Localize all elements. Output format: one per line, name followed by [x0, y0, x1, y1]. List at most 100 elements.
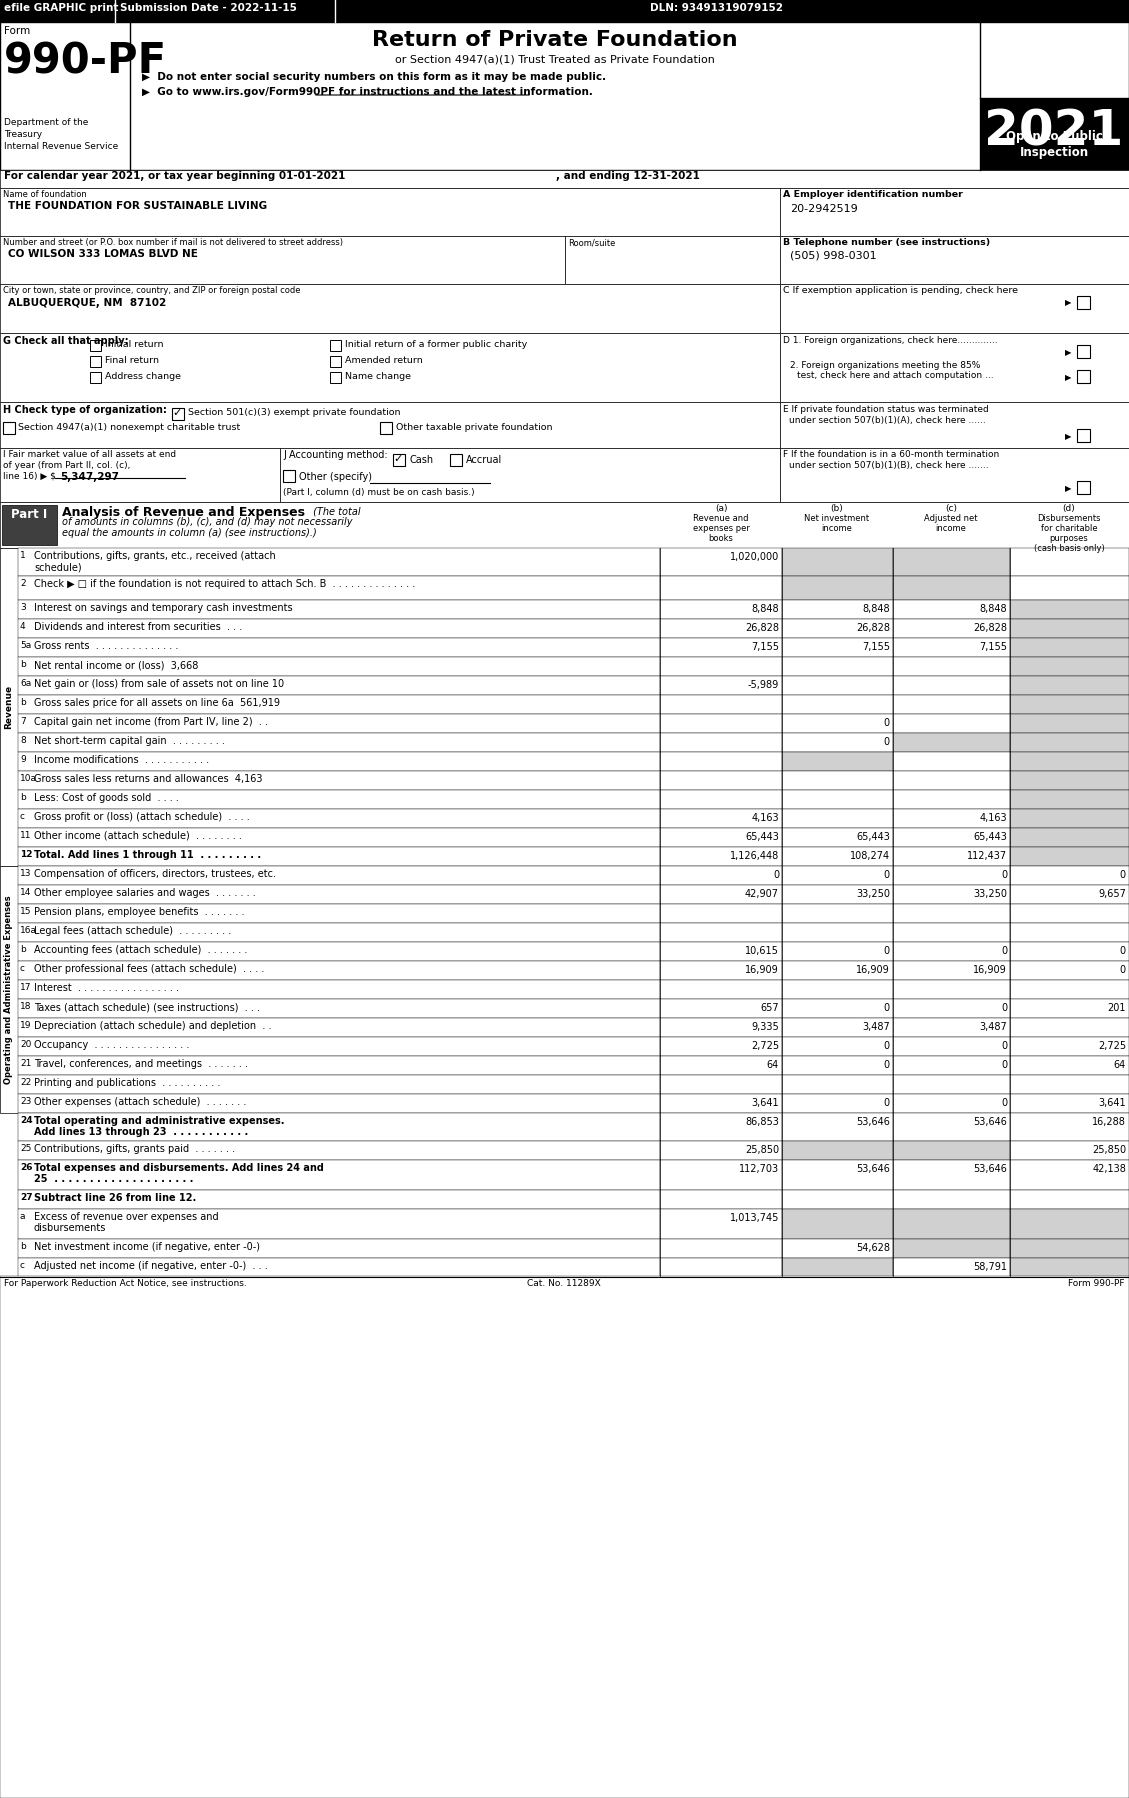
Bar: [782, 885, 893, 904]
Bar: [782, 1190, 893, 1208]
Text: Printing and publications  . . . . . . . . . .: Printing and publications . . . . . . . …: [34, 1079, 220, 1088]
Text: efile GRAPHIC print: efile GRAPHIC print: [5, 4, 119, 13]
Bar: [0, 284, 780, 333]
Bar: [0, 403, 780, 448]
Text: B Telephone number (see instructions): B Telephone number (see instructions): [784, 237, 990, 246]
Text: 9,335: 9,335: [751, 1021, 779, 1032]
Bar: [1010, 867, 1129, 885]
Bar: [893, 960, 1010, 980]
Text: 0: 0: [884, 1061, 890, 1070]
Bar: [393, 455, 405, 466]
Text: 33,250: 33,250: [973, 888, 1007, 899]
Bar: [0, 867, 18, 1113]
Text: Gross profit or (loss) (attach schedule)  . . . .: Gross profit or (loss) (attach schedule)…: [34, 813, 250, 822]
Text: 65,443: 65,443: [973, 832, 1007, 841]
Bar: [660, 904, 782, 922]
Text: Accounting fees (attach schedule)  . . . . . . .: Accounting fees (attach schedule) . . . …: [34, 946, 247, 955]
Text: ▶  Go to www.irs.gov/Form990PF for instructions and the latest information.: ▶ Go to www.irs.gov/Form990PF for instru…: [142, 86, 593, 97]
Text: 58,791: 58,791: [973, 1262, 1007, 1271]
Bar: [660, 696, 782, 714]
Bar: [660, 619, 782, 638]
Bar: [660, 1113, 782, 1142]
Text: 26: 26: [20, 1163, 33, 1172]
Bar: [1077, 297, 1089, 309]
Bar: [18, 696, 660, 714]
Bar: [893, 829, 1010, 847]
Bar: [18, 1055, 660, 1075]
Text: 16,909: 16,909: [745, 966, 779, 975]
Text: 201: 201: [1108, 1003, 1126, 1012]
Text: Address change: Address change: [105, 372, 181, 381]
Bar: [893, 548, 1010, 575]
Bar: [782, 904, 893, 922]
Bar: [1010, 1113, 1129, 1142]
Text: (a): (a): [715, 503, 727, 512]
Bar: [782, 619, 893, 638]
Bar: [782, 1239, 893, 1259]
Text: line 16) ▶ $: line 16) ▶ $: [3, 473, 55, 482]
Bar: [782, 1055, 893, 1075]
Bar: [18, 752, 660, 771]
Bar: [18, 1239, 660, 1259]
Bar: [18, 771, 660, 789]
Bar: [1010, 714, 1129, 734]
Bar: [18, 1142, 660, 1160]
Text: Revenue and
expenses per
books: Revenue and expenses per books: [692, 514, 750, 543]
Bar: [893, 696, 1010, 714]
Bar: [18, 676, 660, 696]
Bar: [1010, 1142, 1129, 1160]
Text: 4,163: 4,163: [979, 813, 1007, 823]
Bar: [782, 1142, 893, 1160]
Bar: [18, 867, 660, 885]
Text: 0: 0: [1001, 1061, 1007, 1070]
Bar: [1010, 1239, 1129, 1259]
Bar: [782, 1075, 893, 1093]
Text: Subtract line 26 from line 12.: Subtract line 26 from line 12.: [34, 1194, 196, 1203]
Bar: [1010, 922, 1129, 942]
Text: ▶: ▶: [1065, 349, 1071, 358]
Text: 16,288: 16,288: [1092, 1117, 1126, 1127]
Bar: [780, 403, 1129, 448]
Bar: [780, 448, 1129, 502]
Text: D 1. Foreign organizations, check here..............: D 1. Foreign organizations, check here..…: [784, 336, 998, 345]
Bar: [1010, 1075, 1129, 1093]
Bar: [660, 1075, 782, 1093]
Bar: [18, 829, 660, 847]
Text: 2. Foreign organizations meeting the 85%: 2. Foreign organizations meeting the 85%: [790, 361, 980, 370]
Text: 7: 7: [20, 717, 26, 726]
Text: Interest on savings and temporary cash investments: Interest on savings and temporary cash i…: [34, 602, 292, 613]
Text: Legal fees (attach schedule)  . . . . . . . . .: Legal fees (attach schedule) . . . . . .…: [34, 926, 231, 937]
Text: 10a: 10a: [20, 773, 37, 782]
Text: 3,487: 3,487: [979, 1021, 1007, 1032]
Bar: [782, 575, 893, 601]
Bar: [564, 236, 780, 284]
Text: C If exemption application is pending, check here: C If exemption application is pending, c…: [784, 286, 1018, 295]
Bar: [18, 548, 660, 575]
Bar: [660, 1160, 782, 1190]
Text: c: c: [20, 964, 25, 973]
Bar: [1010, 676, 1129, 696]
Text: H Check type of organization:: H Check type of organization:: [3, 405, 167, 415]
Text: Excess of revenue over expenses and
disbursements: Excess of revenue over expenses and disb…: [34, 1212, 219, 1233]
Text: ▶: ▶: [1065, 372, 1071, 381]
Bar: [660, 980, 782, 1000]
Text: (c): (c): [945, 503, 957, 512]
Bar: [660, 1055, 782, 1075]
Bar: [660, 548, 782, 575]
Text: Number and street (or P.O. box number if mail is not delivered to street address: Number and street (or P.O. box number if…: [3, 237, 343, 246]
Text: 86,853: 86,853: [745, 1117, 779, 1127]
Text: Treasury: Treasury: [5, 129, 42, 138]
Bar: [1010, 1190, 1129, 1208]
Bar: [660, 752, 782, 771]
Bar: [660, 656, 782, 676]
Text: 0: 0: [884, 870, 890, 879]
Bar: [782, 656, 893, 676]
Text: Net investment income (if negative, enter -0-): Net investment income (if negative, ente…: [34, 1242, 260, 1251]
Text: test, check here and attach computation ...: test, check here and attach computation …: [797, 370, 994, 379]
Bar: [1010, 1208, 1129, 1239]
Text: Submission Date - 2022-11-15: Submission Date - 2022-11-15: [120, 4, 297, 13]
Bar: [893, 1239, 1010, 1259]
Text: Accrual: Accrual: [466, 455, 502, 466]
Text: 65,443: 65,443: [745, 832, 779, 841]
Text: 1,020,000: 1,020,000: [729, 552, 779, 563]
